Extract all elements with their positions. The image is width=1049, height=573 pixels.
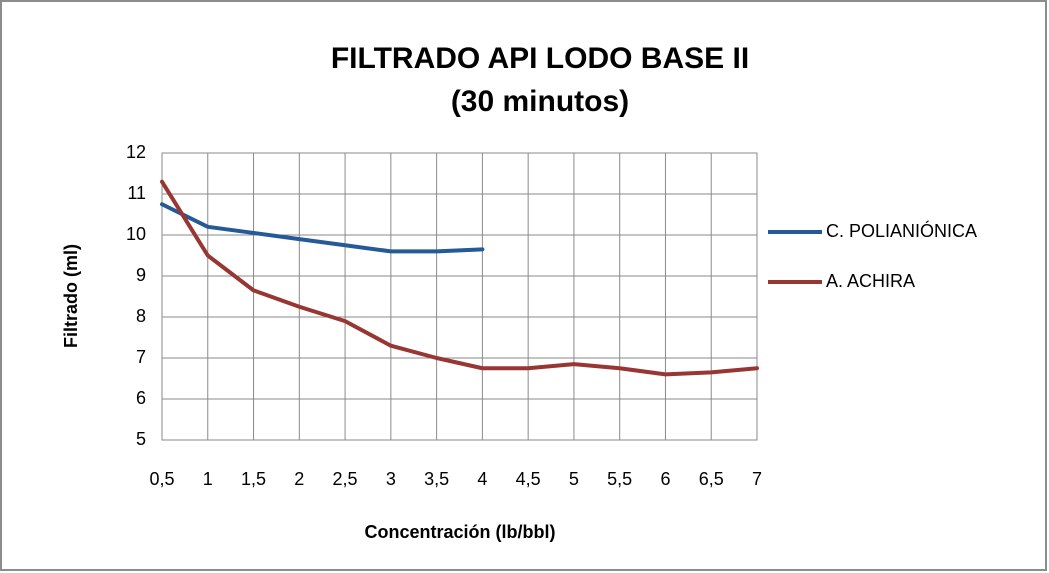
y-tick-label: 6 [136, 388, 146, 408]
legend-label: A. ACHIRA [826, 271, 915, 291]
plot-border [161, 152, 758, 441]
y-tick-label: 8 [136, 306, 146, 326]
x-tick-label: 4 [477, 469, 487, 489]
x-tick-label: 2,5 [333, 469, 358, 489]
series-line [160, 202, 485, 254]
y-axis-label: Filtrado (ml) [61, 244, 81, 348]
x-tick-label: 6,5 [699, 469, 724, 489]
x-tick-label: 1 [203, 469, 213, 489]
y-tick-label: 9 [136, 265, 146, 285]
x-tick-label: 7 [752, 469, 762, 489]
x-tick-label: 1,5 [241, 469, 266, 489]
y-tick-label: 5 [136, 429, 146, 449]
x-tick-label: 3 [386, 469, 396, 489]
y-tick-label: 7 [136, 347, 146, 367]
x-tick-label: 4,5 [516, 469, 541, 489]
x-tick-label: 2 [294, 469, 304, 489]
series-line [160, 179, 759, 377]
x-tick-label: 0,5 [149, 469, 174, 489]
x-axis-label: Concentración (lb/bbl) [365, 522, 556, 542]
x-tick-label: 3,5 [424, 469, 449, 489]
chart-subtitle: (30 minutos) [451, 85, 629, 118]
x-tick-label: 5 [569, 469, 579, 489]
chart-title: FILTRADO API LODO BASE II [331, 42, 749, 75]
y-tick-label: 12 [126, 142, 146, 162]
y-tick-label: 11 [127, 183, 146, 203]
y-tick-label: 10 [126, 224, 146, 244]
x-tick-label: 5,5 [607, 469, 632, 489]
x-tick-label: 6 [660, 469, 670, 489]
legend-label: C. POLIANIÓNICA [826, 220, 977, 241]
